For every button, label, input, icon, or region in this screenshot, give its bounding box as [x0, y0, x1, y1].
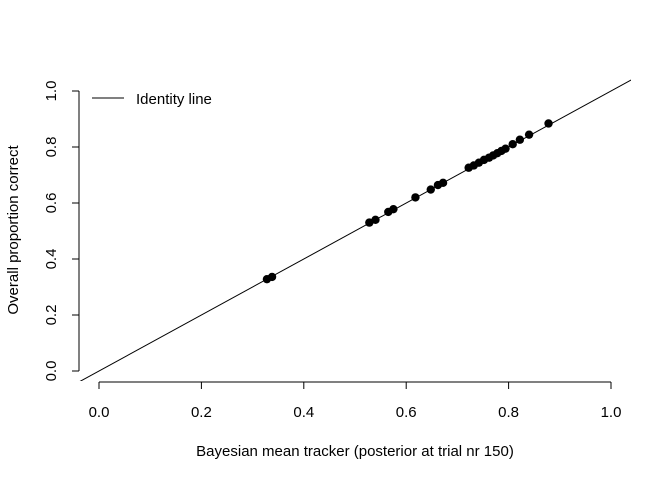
y-tick-label: 0.6	[43, 193, 60, 214]
legend: Identity line	[92, 91, 212, 108]
data-point-8	[426, 185, 435, 194]
x-tick-label: 0.2	[191, 404, 212, 421]
identity-line	[79, 79, 631, 381]
y-tick-label: 0.0	[43, 361, 60, 382]
x-axis: 0.0 0.2 0.4 0.6 0.8 1.0	[89, 381, 622, 421]
y-tick-label: 1.0	[43, 81, 60, 102]
x-tick-label: 0.8	[498, 404, 519, 421]
x-tick-label: 1.0	[601, 404, 622, 421]
data-point-10	[438, 178, 448, 188]
y-tick-label: 0.4	[43, 249, 60, 270]
data-point-2	[267, 272, 277, 282]
x-tick-label: 0.6	[396, 404, 417, 421]
data-point-4	[371, 215, 380, 224]
y-tick-label: 0.8	[43, 137, 60, 158]
x-tick-label: 0.4	[293, 404, 314, 421]
data-point-22	[524, 130, 534, 139]
data-point-20	[508, 140, 517, 149]
y-axis-label: Overall proportion correct	[5, 145, 22, 315]
x-axis-label: Bayesian mean tracker (posterior at tria…	[196, 443, 514, 460]
data-point-7	[411, 193, 420, 202]
y-tick-label: 0.2	[43, 305, 60, 326]
y-axis: 0.0 0.2 0.4 0.6 0.8 1.0	[43, 81, 80, 382]
legend-label-identity-line: Identity line	[136, 91, 212, 108]
x-tick-label: 0.0	[89, 404, 110, 421]
data-point-21	[515, 135, 525, 144]
data-point-19	[501, 144, 510, 153]
data-point-6	[389, 204, 398, 214]
data-point-23	[544, 119, 553, 128]
data-points	[262, 119, 553, 284]
